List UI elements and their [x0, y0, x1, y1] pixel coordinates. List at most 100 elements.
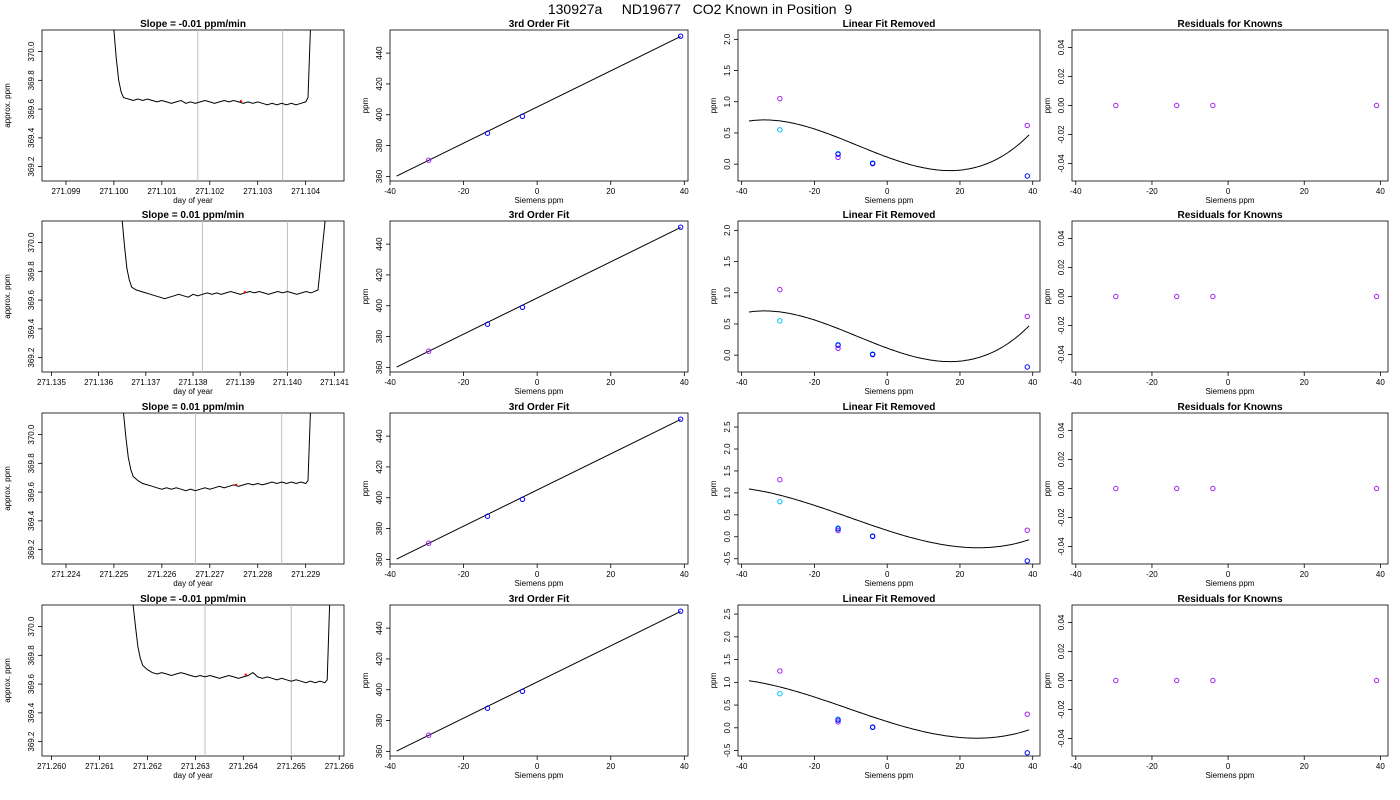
fit-curve	[396, 419, 681, 560]
x-tick-label: -20	[1146, 378, 1158, 387]
x-tick-label: 40	[1028, 570, 1037, 579]
panel-title: Residuals for Knowns	[1177, 19, 1282, 30]
y-tick-label: 360	[375, 360, 384, 374]
y-axis-label: ppm	[1043, 480, 1052, 496]
y-tick-label: 0.5	[723, 699, 732, 711]
x-tick-label: 271.137	[131, 378, 160, 387]
y-axis-label: approx. ppm	[3, 83, 12, 128]
sample-point	[425, 348, 432, 354]
panel-title: Slope = -0.01 ppm/min	[140, 19, 246, 30]
x-tick-label: 271.265	[277, 762, 306, 771]
residual-curve	[748, 310, 1030, 363]
x-tick-label: -20	[809, 570, 821, 579]
purple-point	[835, 527, 841, 534]
panel-fit-2: 3rd Order Fit -40 -20 0 20 40 360 380 400 420 440 S…	[361, 210, 689, 396]
known-point	[484, 321, 491, 327]
known-point	[484, 513, 491, 519]
x-tick-label: 20	[606, 187, 615, 196]
y-tick-label: 369.8	[27, 453, 36, 474]
y-tick-label: -0.04	[1057, 154, 1066, 173]
cyan-point	[777, 318, 783, 324]
residual-point	[1373, 102, 1380, 109]
x-tick-label: 40	[680, 378, 689, 387]
blue-point	[835, 342, 841, 348]
x-tick-label: 0	[535, 570, 540, 579]
y-tick-label: 440	[375, 46, 384, 60]
y-tick-label: 1.0	[723, 487, 732, 499]
panel-title: 3rd Order Fit	[509, 210, 570, 221]
x-tick-label: 0	[535, 378, 540, 387]
purple-point	[835, 154, 841, 160]
x-tick-label: -20	[1146, 762, 1158, 771]
y-tick-label: 369.4	[27, 702, 36, 723]
x-tick-label: -40	[1070, 378, 1082, 387]
x-tick-label: 271.263	[181, 762, 210, 771]
y-tick-label: 360	[375, 169, 384, 183]
y-tick-label: -0.02	[1057, 125, 1066, 144]
x-axis-label: Siemens ppm	[515, 771, 564, 780]
y-axis-label: ppm	[1043, 672, 1052, 688]
x-tick-label: 271.138	[179, 378, 208, 387]
purple-point	[777, 477, 783, 483]
y-tick-label: 360	[375, 552, 384, 566]
purple-point	[777, 286, 783, 293]
x-axis-label: Siemens ppm	[865, 387, 914, 396]
y-tick-label: 0.5	[723, 318, 732, 330]
panel-resid-4: Residuals for Knowns -40 -20 0 20 40 -0.04 -0.0…	[1043, 594, 1389, 780]
y-tick-label: 0.00	[1057, 288, 1066, 304]
x-tick-label: -40	[1070, 187, 1082, 196]
y-tick-label: 0.02	[1057, 451, 1066, 467]
x-tick-label: 271.224	[52, 570, 81, 579]
plot-frame	[41, 604, 345, 757]
x-tick-label: 271.141	[320, 378, 349, 387]
x-tick-label: -20	[458, 378, 470, 387]
x-tick-label: 271.261	[85, 762, 114, 771]
residual-point	[1113, 485, 1119, 492]
y-tick-label: -0.04	[1057, 537, 1066, 556]
panel-title: Residuals for Knowns	[1177, 210, 1282, 221]
x-tick-label: 0	[885, 378, 890, 387]
panel-linfit-4: Linear Fit Removed -40 -20 0 20 40 -0.5 0.0 0.5 1…	[709, 594, 1041, 780]
x-tick-label: 271.226	[147, 570, 176, 579]
x-tick-label: 271.229	[291, 570, 320, 579]
y-axis-label: ppm	[709, 97, 718, 113]
x-axis-label: Siemens ppm	[865, 579, 914, 588]
y-tick-label: -0.02	[1057, 508, 1066, 527]
x-tick-label: 0	[535, 187, 540, 196]
y-tick-label: 380	[375, 713, 384, 727]
y-tick-label: 380	[375, 329, 384, 343]
x-tick-label: 20	[955, 378, 964, 387]
x-tick-label: 271.225	[99, 570, 128, 579]
plot-frame	[737, 29, 1041, 182]
panel-trace-3: Slope = 0.01 ppm/min 271.224 271.225 271.22…	[3, 402, 345, 588]
y-tick-label: 370.0	[27, 41, 36, 62]
blue-point	[1024, 558, 1030, 564]
mean-marker	[243, 290, 247, 294]
residual-point	[1173, 677, 1180, 684]
y-tick-label: 400	[375, 299, 384, 313]
x-tick-label: 271.264	[229, 762, 258, 771]
y-tick-label: 370.0	[27, 616, 36, 637]
x-tick-label: -20	[458, 187, 470, 196]
y-axis-label: approx. ppm	[3, 274, 12, 319]
y-axis-label: ppm	[709, 672, 718, 688]
x-tick-label: 40	[680, 570, 689, 579]
residual-point	[1173, 293, 1180, 300]
purple-point	[1024, 122, 1030, 129]
x-axis-label: Siemens ppm	[1206, 579, 1255, 588]
y-tick-label: 420	[375, 268, 384, 282]
panel-title: Linear Fit Removed	[843, 402, 936, 413]
x-tick-label: -40	[736, 187, 748, 196]
y-tick-label: 369.8	[27, 261, 36, 282]
y-tick-label: -0.5	[723, 743, 732, 757]
y-tick-label: 1.5	[723, 255, 732, 267]
y-tick-label: 0.0	[723, 531, 732, 543]
panel-linfit-1: Linear Fit Removed -40 -20 0 20 40 0.0 0.5 1.0 1.…	[709, 19, 1041, 205]
blue-point	[835, 717, 841, 723]
residual-point	[1210, 102, 1216, 109]
panel-title: Residuals for Knowns	[1177, 594, 1282, 605]
x-tick-label: 271.139	[226, 378, 255, 387]
y-axis-label: ppm	[709, 480, 718, 496]
y-tick-label: 0.5	[723, 509, 732, 521]
x-tick-label: -20	[809, 762, 821, 771]
